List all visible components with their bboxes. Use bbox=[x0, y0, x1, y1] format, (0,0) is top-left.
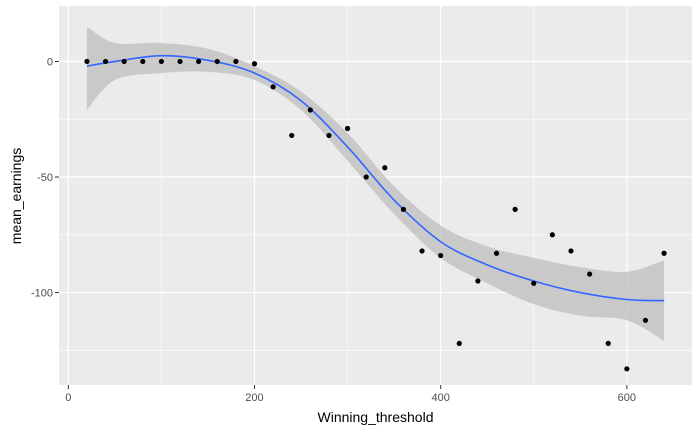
confidence-band-area bbox=[86, 26, 665, 342]
data-points bbox=[84, 58, 667, 372]
x-axis: 0 200 400 600 bbox=[65, 385, 636, 404]
x-tick-label: 400 bbox=[431, 392, 449, 404]
y-tick-label: -100 bbox=[31, 288, 53, 300]
data-point bbox=[587, 271, 593, 277]
data-point bbox=[214, 58, 220, 65]
data-point bbox=[121, 58, 127, 65]
smooth-line-path bbox=[86, 54, 665, 302]
data-point bbox=[512, 206, 518, 212]
x-tick-label: 200 bbox=[245, 392, 263, 404]
data-point bbox=[549, 232, 555, 238]
data-point bbox=[456, 340, 462, 347]
data-point bbox=[475, 278, 481, 284]
data-point bbox=[326, 132, 332, 139]
data-point bbox=[84, 58, 90, 65]
data-point bbox=[624, 366, 630, 372]
y-axis-title: mean_earnings bbox=[8, 148, 24, 245]
data-point bbox=[307, 107, 313, 113]
y-axis: 0 -50 -100 bbox=[31, 56, 59, 300]
data-point bbox=[140, 58, 146, 65]
x-tick-label: 0 bbox=[65, 392, 71, 404]
data-point bbox=[419, 248, 425, 254]
y-tick-label: -50 bbox=[37, 172, 53, 184]
data-point bbox=[270, 84, 276, 90]
data-point bbox=[531, 280, 537, 286]
data-point bbox=[289, 132, 295, 139]
data-point bbox=[400, 206, 407, 212]
data-point bbox=[642, 317, 649, 323]
data-point bbox=[196, 58, 202, 65]
data-point bbox=[661, 250, 667, 256]
data-point bbox=[177, 58, 183, 65]
data-point bbox=[233, 58, 239, 65]
data-point bbox=[344, 125, 351, 132]
data-point bbox=[382, 165, 388, 171]
data-point bbox=[438, 252, 444, 259]
data-point bbox=[251, 61, 258, 67]
data-point bbox=[493, 250, 500, 256]
data-point bbox=[158, 58, 164, 65]
data-point bbox=[363, 174, 369, 180]
data-point bbox=[605, 340, 611, 347]
data-point bbox=[102, 58, 109, 65]
x-axis-title: Winning_threshold bbox=[318, 409, 434, 425]
smooth-line bbox=[86, 54, 665, 302]
y-tick-label: 0 bbox=[47, 56, 53, 68]
confidence-band bbox=[86, 26, 665, 342]
x-tick-label: 600 bbox=[618, 392, 636, 404]
data-point bbox=[568, 248, 574, 254]
